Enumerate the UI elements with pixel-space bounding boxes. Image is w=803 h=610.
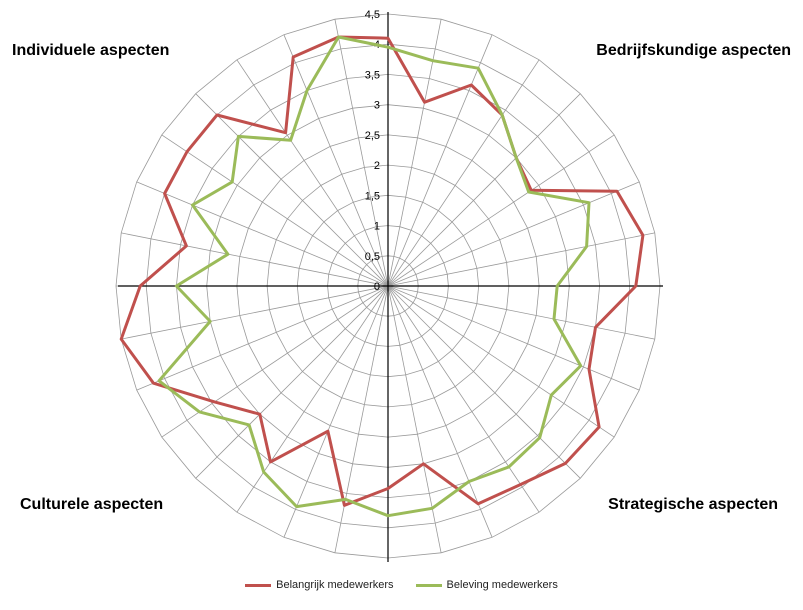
tick-label: 0,5 (365, 251, 380, 263)
radar-spoke (387, 181, 640, 287)
radar-spoke (387, 285, 640, 391)
radar-spoke (161, 134, 389, 287)
radar-spoke (334, 285, 389, 553)
radar-spoke (387, 19, 442, 287)
quadrant-label-strategische: Strategische aspecten (608, 496, 778, 513)
radar-spoke (387, 134, 615, 287)
radar-spoke (387, 59, 540, 287)
radar-spoke (387, 285, 493, 538)
tick-label: 3,5 (365, 69, 380, 81)
radar-spoke (334, 19, 389, 287)
radial-tick-labels: 00,511,522,533,544,5 (365, 9, 380, 293)
tick-label: 2,5 (365, 130, 380, 142)
tick-label: 1 (374, 221, 380, 233)
radar-spoke (387, 34, 493, 287)
radar-spoke (283, 285, 389, 538)
radar-spoke (387, 93, 581, 287)
legend-label-belangrijk: Belangrijk medewerkers (276, 579, 394, 591)
legend-label-beleving: Beleving medewerkers (446, 579, 558, 591)
series-line-belangrijk (119, 35, 645, 507)
radar-spoke (195, 93, 389, 287)
legend-item-belangrijk: Belangrijk medewerkers (245, 579, 394, 591)
radar-spoke (136, 285, 389, 391)
tick-label: 1,5 (365, 190, 380, 202)
tick-label: 2 (374, 160, 380, 172)
radar-spoke (236, 285, 389, 513)
radar-spoke (387, 285, 615, 438)
radar-spoke (121, 232, 389, 287)
radar-spoke (283, 34, 389, 287)
radar-spoke (195, 285, 389, 479)
radar-spoke (387, 285, 540, 513)
quadrant-label-culturele: Culturele aspecten (20, 496, 164, 513)
radar-spoke (136, 181, 389, 287)
radar-spoke (236, 59, 389, 287)
radar-spoke (387, 285, 655, 340)
legend: Belangrijk medewerkers Beleving medewerk… (0, 579, 803, 591)
legend-swatch-belangrijk (245, 583, 272, 587)
radar-spoke (387, 285, 581, 479)
tick-label: 0 (374, 281, 380, 293)
radar-axes (116, 12, 663, 562)
quadrant-label-bedrijfskundige: Bedrijfskundige aspecten (596, 42, 791, 59)
tick-label: 4,5 (365, 9, 380, 21)
quadrant-label-individuele: Individuele aspecten (12, 42, 170, 59)
legend-swatch-beleving (415, 583, 442, 587)
radar-spoke (121, 285, 389, 340)
tick-label: 3 (374, 100, 380, 112)
legend-item-beleving: Beleving medewerkers (415, 579, 558, 591)
series-line-beleving (157, 35, 591, 518)
series-lines (119, 35, 645, 518)
radar-spoke (387, 232, 655, 287)
